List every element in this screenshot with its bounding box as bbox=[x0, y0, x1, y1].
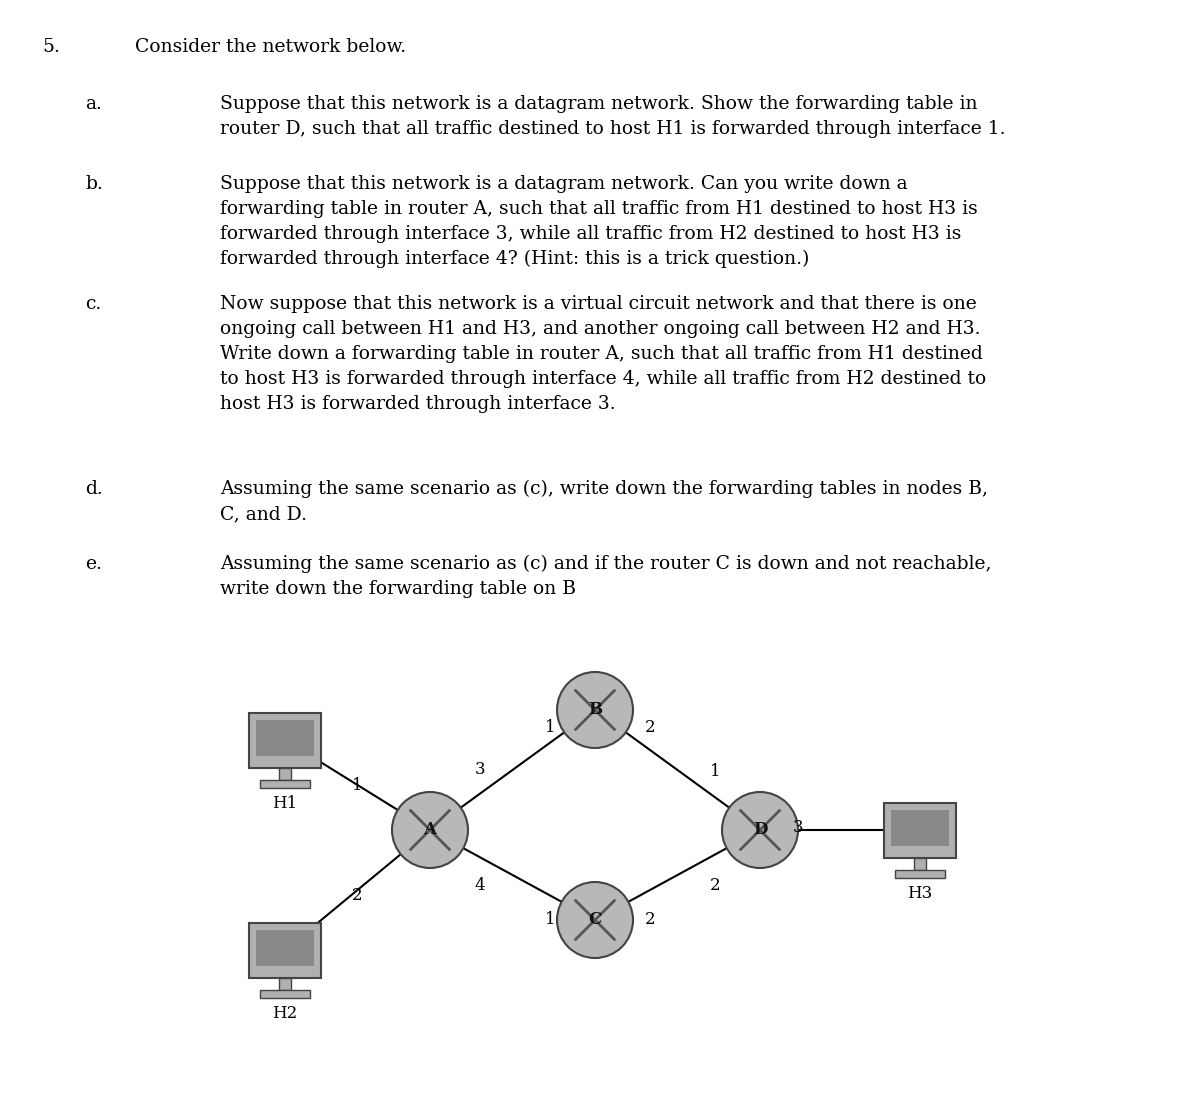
Text: a.: a. bbox=[85, 95, 102, 114]
Text: d.: d. bbox=[85, 480, 103, 498]
Text: H3: H3 bbox=[907, 886, 932, 903]
FancyBboxPatch shape bbox=[260, 779, 310, 788]
FancyBboxPatch shape bbox=[914, 857, 926, 869]
Text: 2: 2 bbox=[352, 886, 362, 904]
Text: Now suppose that this network is a virtual circuit network and that there is one: Now suppose that this network is a virtu… bbox=[220, 295, 986, 413]
FancyBboxPatch shape bbox=[278, 977, 292, 989]
FancyBboxPatch shape bbox=[250, 923, 322, 977]
Text: Assuming the same scenario as (c), write down the forwarding tables in nodes B,
: Assuming the same scenario as (c), write… bbox=[220, 480, 988, 523]
Text: Consider the network below.: Consider the network below. bbox=[134, 38, 406, 56]
Text: 5.: 5. bbox=[42, 38, 60, 56]
FancyBboxPatch shape bbox=[890, 809, 949, 846]
Circle shape bbox=[557, 881, 634, 958]
FancyBboxPatch shape bbox=[278, 768, 292, 779]
Text: H1: H1 bbox=[272, 796, 298, 812]
Text: H2: H2 bbox=[272, 1005, 298, 1023]
Text: D: D bbox=[752, 821, 767, 838]
Text: A: A bbox=[424, 821, 437, 838]
FancyBboxPatch shape bbox=[260, 989, 310, 997]
Text: 1: 1 bbox=[709, 764, 720, 780]
Text: B: B bbox=[588, 701, 602, 719]
Text: 2: 2 bbox=[644, 912, 655, 928]
Text: 1: 1 bbox=[352, 777, 362, 794]
FancyBboxPatch shape bbox=[256, 719, 314, 756]
Text: 2: 2 bbox=[709, 877, 720, 894]
Text: b.: b. bbox=[85, 175, 103, 193]
Circle shape bbox=[557, 672, 634, 748]
Text: 1: 1 bbox=[545, 719, 556, 737]
FancyBboxPatch shape bbox=[884, 802, 956, 857]
Text: C: C bbox=[588, 912, 601, 928]
Text: 4: 4 bbox=[475, 877, 485, 894]
FancyBboxPatch shape bbox=[250, 712, 322, 768]
Text: 3: 3 bbox=[475, 761, 485, 778]
FancyBboxPatch shape bbox=[256, 929, 314, 965]
Circle shape bbox=[392, 792, 468, 868]
Text: 1: 1 bbox=[545, 912, 556, 928]
Text: Assuming the same scenario as (c) and if the router C is down and not reachable,: Assuming the same scenario as (c) and if… bbox=[220, 555, 991, 599]
Text: 2: 2 bbox=[644, 719, 655, 737]
FancyBboxPatch shape bbox=[895, 869, 946, 877]
Text: 3: 3 bbox=[793, 819, 803, 837]
Circle shape bbox=[722, 792, 798, 868]
Text: e.: e. bbox=[85, 555, 102, 573]
Text: Suppose that this network is a datagram network. Show the forwarding table in
ro: Suppose that this network is a datagram … bbox=[220, 95, 1006, 138]
Text: c.: c. bbox=[85, 295, 101, 313]
Text: Suppose that this network is a datagram network. Can you write down a
forwarding: Suppose that this network is a datagram … bbox=[220, 175, 978, 268]
